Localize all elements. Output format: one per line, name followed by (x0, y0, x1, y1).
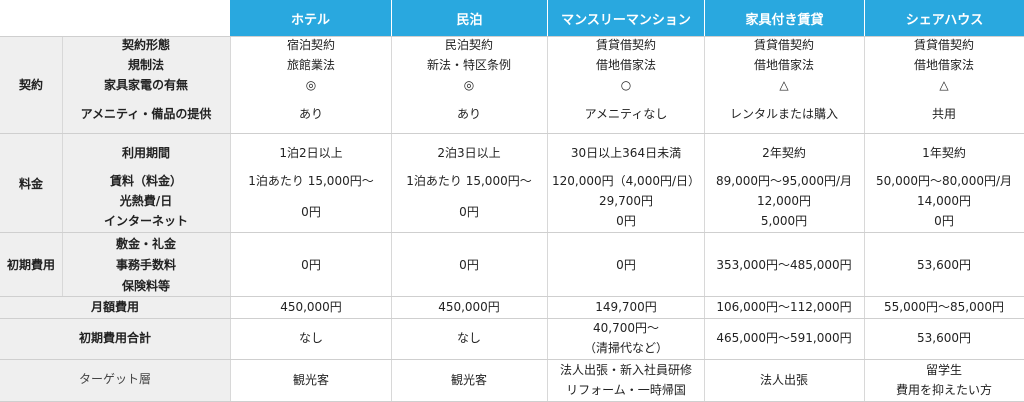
section-label-initial: 初期費用 (6, 258, 56, 272)
cell-rent: 89,000円～95,000円/月 (715, 174, 853, 188)
cell-amenity: あり (298, 107, 324, 121)
column-header-monthly-mansion: マンスリーマンション (548, 0, 704, 36)
header-corner (0, 0, 230, 36)
cell-target-2: リフォーム・一時帰国 (566, 383, 686, 397)
cell-internet: 0円 (459, 205, 479, 219)
row-label-admin-fee: 事務手数料 (115, 258, 177, 272)
cell-internet: 5,000円 (760, 214, 808, 228)
row-label-period: 利用期間 (121, 146, 171, 160)
cell-period: 30日以上364日未満 (570, 146, 682, 160)
row-label-deposit: 敷金・礼金 (115, 237, 177, 251)
cell-monthly: 450,000円 (438, 300, 500, 314)
row-label-utilities: 光熱費/日 (119, 194, 173, 208)
cell-utilities: 12,000円 (757, 194, 811, 208)
cell-furniture: △ (939, 78, 949, 92)
cell-contract-type: 賃貸借契約 (753, 38, 815, 52)
cell-internet: 0円 (934, 214, 954, 228)
cell-initial-total: なし (456, 331, 482, 345)
cell-monthly: 450,000円 (280, 300, 342, 314)
cell-contract-type: 賃貸借契約 (913, 38, 975, 52)
cell-regulation: 借地借家法 (595, 58, 657, 72)
cell-rent: 1泊あたり 15,000円～ (406, 174, 532, 188)
cell-rent: 50,000円～80,000円/月 (875, 174, 1013, 188)
cell-initial-total-note: （清掃代など） (583, 341, 669, 355)
column-divider (864, 36, 865, 402)
cell-regulation: 借地借家法 (913, 58, 975, 72)
section-divider (62, 36, 63, 296)
column-divider (704, 36, 705, 402)
cell-initial: 0円 (301, 258, 321, 272)
cell-target: 観光客 (292, 373, 330, 387)
cell-initial: 53,600円 (917, 258, 971, 272)
column-header-furnished-rental: 家具付き賃貸 (705, 0, 864, 36)
cell-contract-type: 賃貸借契約 (595, 38, 657, 52)
cell-monthly: 106,000円～112,000円 (716, 300, 852, 314)
cell-target: 法人出張 (759, 373, 809, 387)
row-label-contract-type: 契約形態 (121, 38, 171, 52)
cell-initial-total: 465,000円～591,000円 (716, 331, 852, 345)
cell-furniture: ◎ (305, 78, 317, 92)
cell-amenity: 共用 (931, 107, 957, 121)
column-header-share-house: シェアハウス (865, 0, 1024, 36)
cell-internet: 0円 (616, 214, 636, 228)
section-label-contract: 契約 (18, 78, 44, 92)
cell-initial-total: 40,700円～ (593, 321, 659, 335)
cell-period: 2泊3日以上 (437, 146, 501, 160)
column-divider (547, 36, 548, 402)
cell-period: 1泊2日以上 (279, 146, 343, 160)
row-label-insurance: 保険料等 (121, 279, 171, 293)
row-label-target: ターゲット層 (78, 372, 152, 386)
row-divider (0, 133, 1024, 134)
cell-target: 観光客 (450, 373, 488, 387)
cell-furniture: △ (779, 78, 789, 92)
cell-initial: 0円 (616, 258, 636, 272)
cell-initial: 353,000円～485,000円 (716, 258, 852, 272)
row-divider (0, 232, 1024, 233)
cell-monthly: 55,000円～85,000円 (884, 300, 1004, 314)
row-divider (0, 296, 1024, 297)
cell-initial-total: 53,600円 (917, 331, 971, 345)
column-header-minpaku: 民泊 (392, 0, 547, 36)
cell-target: 法人出張・新入社員研修 (559, 363, 693, 377)
cell-contract-type: 民泊契約 (444, 38, 494, 52)
row-divider (0, 36, 1024, 37)
cell-regulation: 借地借家法 (753, 58, 815, 72)
row-label-amenity: アメニティ・備品の提供 (80, 107, 212, 121)
row-divider (0, 359, 1024, 360)
cell-amenity: アメニティなし (584, 107, 668, 121)
cell-regulation: 新法・特区条例 (426, 58, 512, 72)
cell-rent: 1泊あたり 15,000円～ (248, 174, 374, 188)
cell-rent: 120,000円（4,000円/日） (551, 174, 701, 188)
row-label-monthly: 月額費用 (90, 300, 140, 314)
column-divider (230, 36, 231, 402)
cell-furniture: ◎ (463, 78, 475, 92)
cell-monthly: 149,700円 (595, 300, 657, 314)
label-column-background (0, 36, 230, 402)
cell-amenity: レンタルまたは購入 (729, 107, 839, 121)
cell-initial-total: なし (298, 331, 324, 345)
column-divider (391, 36, 392, 402)
cell-furniture: ○ (620, 78, 632, 92)
row-label-furniture: 家具家電の有無 (103, 78, 189, 92)
cell-period: 1年契約 (922, 146, 966, 160)
cell-amenity: あり (456, 107, 482, 121)
row-label-regulation: 規制法 (127, 58, 165, 72)
row-label-internet: インターネット (103, 214, 189, 228)
cell-regulation: 旅館業法 (286, 58, 336, 72)
column-header-hotel: ホテル (230, 0, 391, 36)
cell-period: 2年契約 (762, 146, 806, 160)
row-divider (0, 318, 1024, 319)
cell-target: 留学生 (925, 363, 963, 377)
section-label-fees: 料金 (18, 177, 44, 191)
cell-utilities: 29,700円 (599, 194, 653, 208)
cell-utilities: 14,000円 (917, 194, 971, 208)
row-label-initial-total: 初期費用合計 (78, 331, 152, 345)
cell-internet: 0円 (301, 205, 321, 219)
row-label-rent: 賃料（料金） (109, 174, 183, 188)
cell-contract-type: 宿泊契約 (286, 38, 336, 52)
cell-target-2: 費用を抑えたい方 (895, 383, 993, 397)
cell-initial: 0円 (459, 258, 479, 272)
